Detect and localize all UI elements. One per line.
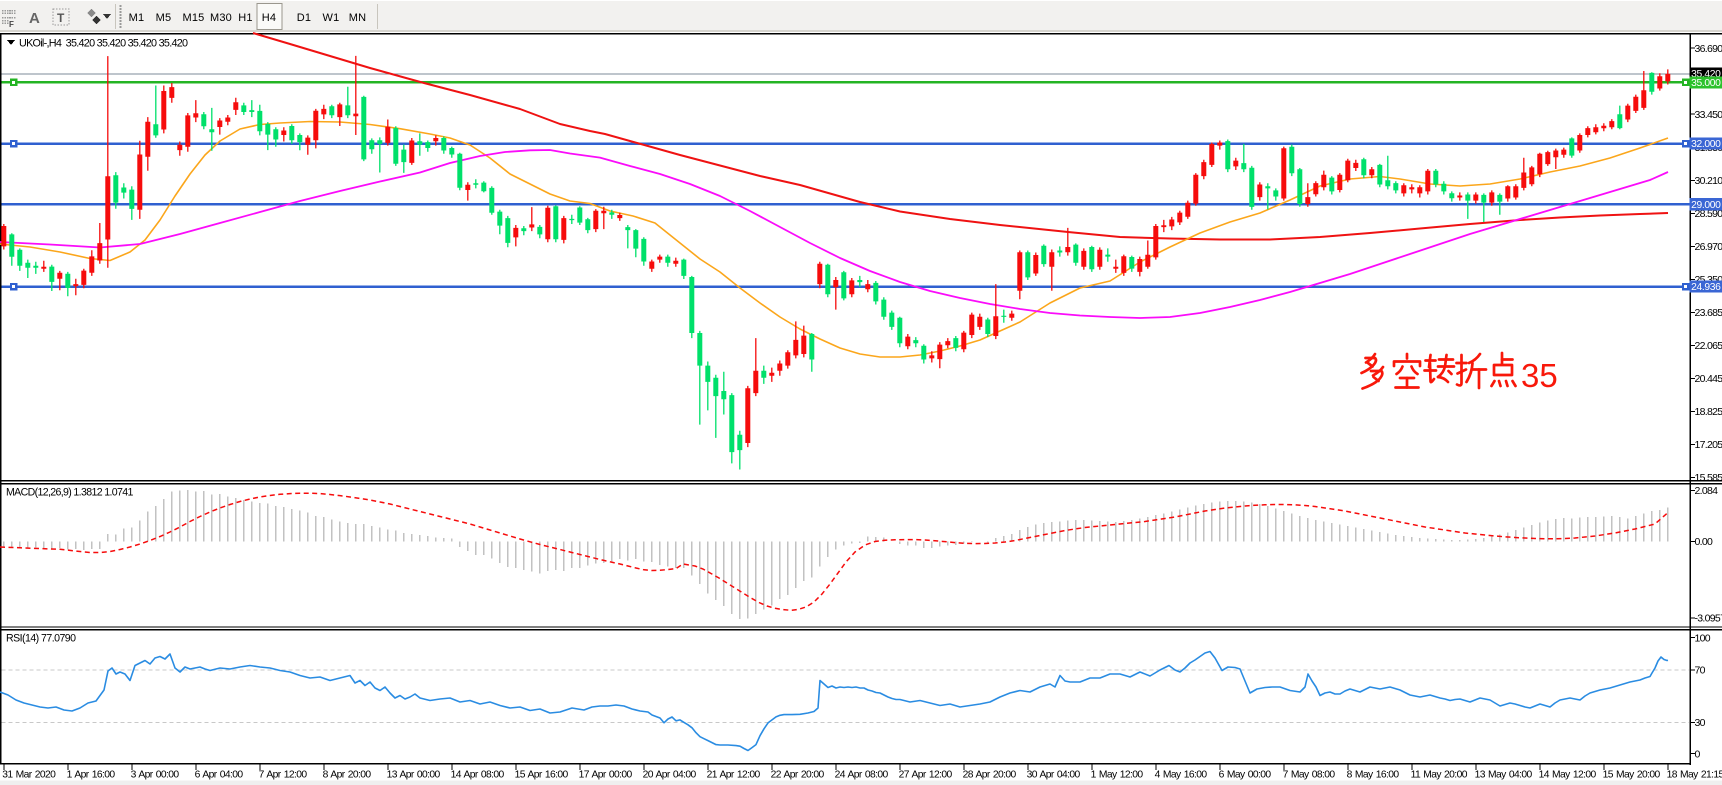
svg-text:35.420: 35.420 (1691, 69, 1721, 80)
svg-text:W1: W1 (323, 12, 340, 24)
svg-text:M1: M1 (129, 12, 145, 24)
svg-text:4 May 16:00: 4 May 16:00 (1155, 769, 1208, 780)
svg-text:22.065: 22.065 (1695, 340, 1722, 352)
svg-text:7 May 08:00: 7 May 08:00 (1283, 769, 1336, 780)
svg-text:22 Apr 20:00: 22 Apr 20:00 (771, 769, 825, 780)
svg-text:30.210: 30.210 (1695, 175, 1722, 187)
svg-text:32.000: 32.000 (1691, 139, 1721, 150)
svg-text:3 Apr 00:00: 3 Apr 00:00 (131, 769, 180, 780)
svg-text:35: 35 (1521, 357, 1558, 394)
svg-text:20 Apr 04:00: 20 Apr 04:00 (643, 769, 697, 780)
svg-text:RSI(14) 77.0790: RSI(14) 77.0790 (6, 633, 76, 645)
svg-text:H4: H4 (262, 12, 276, 24)
svg-text:13 May 04:00: 13 May 04:00 (1475, 769, 1533, 780)
svg-text:6 May 00:00: 6 May 00:00 (1219, 769, 1272, 780)
svg-text:17.205: 17.205 (1695, 439, 1722, 451)
svg-text:6 Apr 04:00: 6 Apr 04:00 (195, 769, 244, 780)
svg-text:0.00: 0.00 (1695, 536, 1713, 548)
svg-text:24 Apr 08:00: 24 Apr 08:00 (835, 769, 889, 780)
svg-text:20.445: 20.445 (1695, 373, 1722, 385)
svg-text:14 Apr 08:00: 14 Apr 08:00 (451, 769, 505, 780)
svg-text:A: A (29, 10, 40, 27)
svg-text:D1: D1 (297, 12, 311, 24)
svg-text:35.000: 35.000 (1691, 78, 1721, 89)
svg-text:MACD(12,26,9) 1.3812 1.0741: MACD(12,26,9) 1.3812 1.0741 (6, 487, 133, 499)
svg-text:14 May 12:00: 14 May 12:00 (1539, 769, 1597, 780)
svg-text:1 May 12:00: 1 May 12:00 (1091, 769, 1144, 780)
svg-text:M15: M15 (183, 12, 205, 24)
svg-text:1 Apr 16:00: 1 Apr 16:00 (67, 769, 116, 780)
svg-text:F: F (9, 20, 14, 29)
svg-text:30 Apr 04:00: 30 Apr 04:00 (1027, 769, 1081, 780)
svg-text:36.690: 36.690 (1695, 43, 1722, 55)
svg-text:100: 100 (1695, 632, 1711, 644)
svg-text:26.970: 26.970 (1695, 241, 1722, 253)
svg-text:13 Apr 00:00: 13 Apr 00:00 (387, 769, 441, 780)
svg-text:2.084: 2.084 (1695, 485, 1719, 497)
svg-text:8 May 16:00: 8 May 16:00 (1347, 769, 1400, 780)
svg-text:29.000: 29.000 (1691, 200, 1721, 211)
svg-text:23.685: 23.685 (1695, 307, 1722, 319)
svg-text:15 May 20:00: 15 May 20:00 (1603, 769, 1661, 780)
svg-text:MN: MN (349, 12, 367, 24)
svg-text:28 Apr 20:00: 28 Apr 20:00 (963, 769, 1017, 780)
svg-text:28.590: 28.590 (1695, 208, 1722, 220)
svg-text:21 Apr 12:00: 21 Apr 12:00 (707, 769, 761, 780)
svg-text:H1: H1 (238, 12, 252, 24)
svg-text:30: 30 (1695, 717, 1706, 729)
svg-text:-3.0957: -3.0957 (1695, 613, 1722, 625)
svg-text:27 Apr 12:00: 27 Apr 12:00 (899, 769, 953, 780)
svg-text:UKOil-,H4 35.420 35.420 35.42: UKOil-,H4 35.420 35.420 35.420 35.420 (19, 38, 188, 50)
svg-text:70: 70 (1695, 665, 1706, 677)
svg-text:18 May 21:15: 18 May 21:15 (1667, 769, 1722, 780)
svg-text:24.936: 24.936 (1691, 282, 1721, 293)
svg-text:T: T (57, 11, 65, 25)
svg-text:11 May 20:00: 11 May 20:00 (1411, 769, 1468, 780)
svg-text:15 Apr 16:00: 15 Apr 16:00 (515, 769, 569, 780)
svg-text:15.585: 15.585 (1695, 472, 1722, 484)
svg-text:7 Apr 12:00: 7 Apr 12:00 (259, 769, 308, 780)
svg-text:33.450: 33.450 (1695, 109, 1722, 121)
svg-text:M30: M30 (210, 12, 232, 24)
svg-text:0: 0 (1695, 748, 1701, 760)
svg-text:17 Apr 00:00: 17 Apr 00:00 (579, 769, 633, 780)
svg-text:31 Mar 2020: 31 Mar 2020 (2, 769, 56, 780)
svg-text:18.825: 18.825 (1695, 406, 1722, 418)
svg-text:8 Apr 20:00: 8 Apr 20:00 (323, 769, 372, 780)
svg-text:M5: M5 (156, 12, 172, 24)
